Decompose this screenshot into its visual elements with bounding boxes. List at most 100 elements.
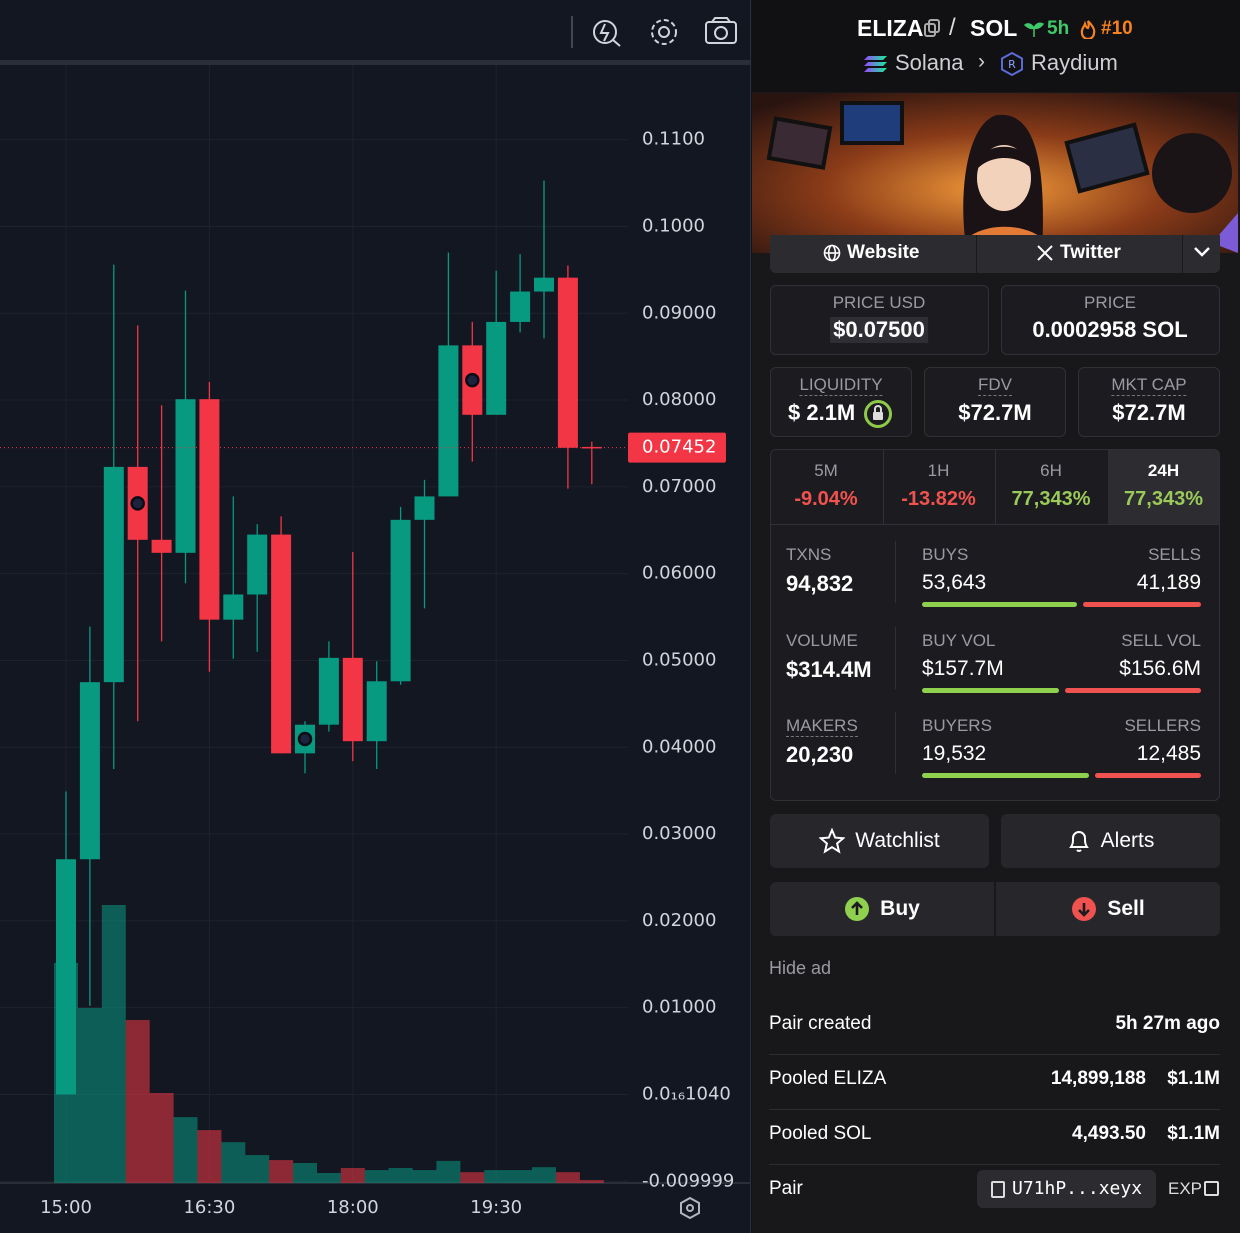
info-label: Pair xyxy=(769,1178,803,1199)
candle-body xyxy=(247,534,268,595)
candle-body xyxy=(557,277,578,448)
pair-address[interactable]: U71hP...xeyx xyxy=(1012,1178,1143,1199)
x-tick-label: 16:30 xyxy=(183,1197,235,1218)
screenshot-button[interactable] xyxy=(705,17,737,44)
stat-left-value: 19,532 xyxy=(922,742,987,765)
candle-body xyxy=(199,399,220,620)
price-chart: 0.1100 0.1000 0.09000 0.08000 0.07000 0.06000… xyxy=(0,0,751,1233)
hide-ad-link[interactable]: Hide ad xyxy=(769,958,832,978)
links-separator xyxy=(976,235,977,273)
watchlist-button[interactable]: Watchlist xyxy=(770,814,989,868)
sell-ratio-bar xyxy=(1095,773,1201,778)
y-tick-label: 0.1000 xyxy=(642,215,705,236)
toolbar-border xyxy=(0,60,751,65)
volume-bar xyxy=(101,905,126,1183)
stat-label: MAKERS xyxy=(786,716,858,737)
volume-bar xyxy=(460,1172,485,1183)
change-label[interactable]: 6H xyxy=(1040,461,1062,480)
candle-body xyxy=(390,519,411,682)
y-tick-label: 0.0₁₆1040 xyxy=(642,1083,731,1104)
rank-icon xyxy=(1080,20,1096,39)
change-tab-active[interactable] xyxy=(1108,450,1219,524)
bell-icon xyxy=(1068,831,1089,852)
metric-box xyxy=(1078,367,1220,437)
change-value: 77,343% xyxy=(1011,488,1091,510)
change-label[interactable]: 5M xyxy=(814,461,838,480)
explorer-link[interactable]: EXP xyxy=(1168,1179,1203,1198)
y-tick-label: 0.02000 xyxy=(642,910,716,931)
y-tick-label: 0.05000 xyxy=(642,649,716,670)
trade-marker xyxy=(297,731,313,747)
metric-value: $72.7M xyxy=(1112,400,1186,425)
info-label: Pooled ELIZA xyxy=(769,1068,887,1089)
trade-marker xyxy=(465,372,480,388)
volume-bar xyxy=(555,1172,580,1183)
alerts-label: Alerts xyxy=(1100,829,1155,852)
x-tick-label: 18:00 xyxy=(327,1197,379,1218)
axis-settings-button[interactable] xyxy=(680,1196,700,1220)
chain-icon xyxy=(864,56,887,72)
sell-icon xyxy=(1072,897,1097,921)
volume-bar xyxy=(293,1162,317,1183)
stat-left-label: BUYS xyxy=(922,545,969,564)
y-tick-label: 0.06000 xyxy=(642,563,716,584)
twitter-link[interactable]: Twitter xyxy=(1060,242,1121,263)
website-link[interactable]: Website xyxy=(847,242,920,263)
copy-icon[interactable] xyxy=(991,1181,1005,1198)
stat-right-value: 41,189 xyxy=(1136,571,1201,594)
y-tick-label: 0.03000 xyxy=(642,823,716,844)
pair-address-pill[interactable] xyxy=(977,1170,1156,1208)
change-label[interactable]: 24H xyxy=(1147,461,1180,480)
price-native-box xyxy=(1001,285,1220,355)
info-separator xyxy=(769,1054,1220,1055)
volume-bar xyxy=(221,1142,246,1183)
change-label[interactable]: 1H xyxy=(927,461,950,480)
buy-button[interactable]: Buy xyxy=(770,882,994,936)
candle-body xyxy=(438,345,459,497)
price-native-label: PRICE xyxy=(1084,293,1136,312)
base-symbol: ELIZA xyxy=(857,15,924,41)
links-dropdown[interactable] xyxy=(1193,245,1211,259)
stat-value: 20,230 xyxy=(786,742,854,767)
metric-value: $72.7M xyxy=(958,400,1032,425)
candle-body xyxy=(534,277,554,292)
chain-name[interactable]: Solana xyxy=(895,50,964,75)
breadcrumb-separator: › xyxy=(978,50,985,73)
y-tick-label: 0.09000 xyxy=(642,302,716,323)
star-icon xyxy=(819,828,846,854)
stat-right-value: 12,485 xyxy=(1136,742,1201,765)
dex-name[interactable]: Raydium xyxy=(1031,50,1118,75)
links-bar xyxy=(770,235,1220,273)
sell-ratio-bar xyxy=(1064,687,1201,693)
sell-button[interactable]: Sell xyxy=(996,882,1220,936)
price-native: 0.0002958 SOL xyxy=(1032,317,1188,342)
indicator-button[interactable] xyxy=(593,20,621,47)
copy-icon[interactable] xyxy=(923,19,941,39)
buy-icon xyxy=(845,897,870,921)
info-separator xyxy=(769,1164,1220,1165)
trade-marker xyxy=(130,496,145,511)
stat-divider xyxy=(895,712,896,774)
stats-divider xyxy=(771,524,1219,525)
metric-box xyxy=(924,367,1066,437)
candle-body xyxy=(151,539,172,553)
trending-rank: #10 xyxy=(1101,18,1133,39)
candle-body xyxy=(414,496,435,520)
pair-panel: ELIZA / SOL 5h #10 Solana › R Raydium We… xyxy=(752,0,1240,1233)
settings-button[interactable] xyxy=(651,19,677,45)
token-banner xyxy=(752,93,1238,253)
y-tick-label: 0.1100 xyxy=(642,129,705,150)
change-value: -13.82% xyxy=(901,488,976,510)
info-value: 4,493.50 xyxy=(1072,1123,1146,1144)
volume-bar xyxy=(245,1155,270,1183)
volume-bar xyxy=(484,1170,509,1183)
alerts-button[interactable]: Alerts xyxy=(1001,814,1220,868)
stat-divider xyxy=(895,541,896,603)
volume-bar xyxy=(508,1170,533,1183)
last-price-tag xyxy=(628,432,726,463)
volume-bar xyxy=(364,1170,389,1183)
change-tab-divider xyxy=(882,450,884,524)
volume-bar xyxy=(340,1167,365,1183)
volume-bar xyxy=(149,1092,174,1183)
info-usd: $1.1M xyxy=(1167,1068,1220,1089)
